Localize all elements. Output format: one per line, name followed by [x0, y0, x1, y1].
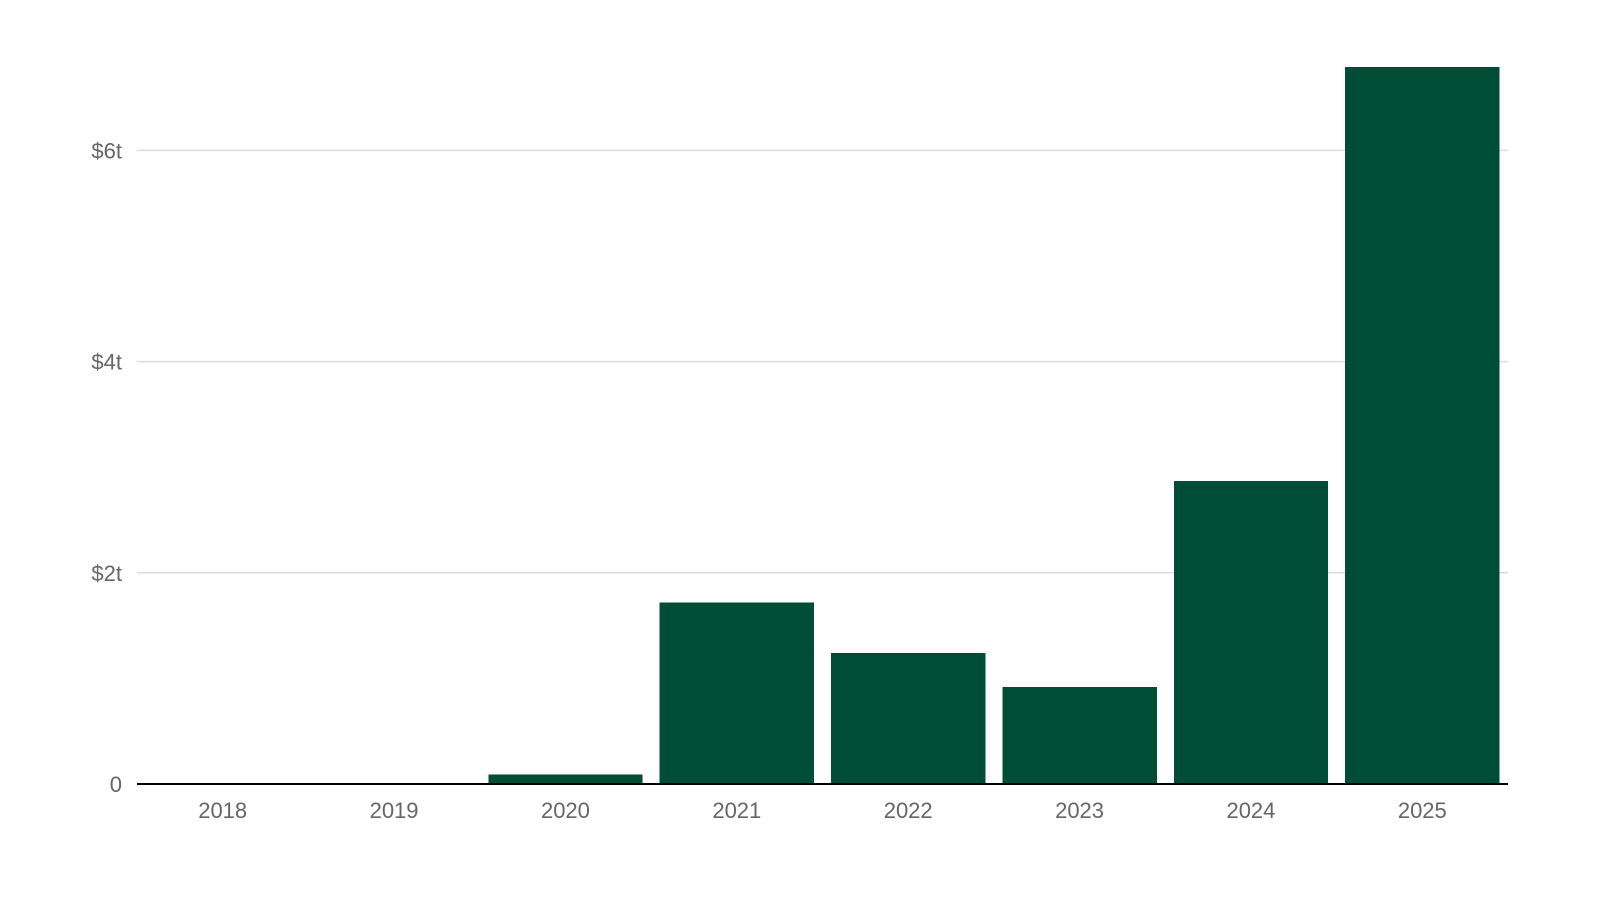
- x-tick-label: 2024: [1226, 798, 1275, 823]
- bars: [145, 66, 1500, 784]
- x-tick-label: 2022: [884, 798, 933, 823]
- bar-2025[interactable]: [1345, 66, 1500, 784]
- bar-2022[interactable]: [831, 653, 986, 784]
- y-tick-label: $2t: [91, 561, 122, 586]
- x-tick-label: 2021: [712, 798, 761, 823]
- bar-2021[interactable]: [659, 602, 814, 784]
- y-tick-label: $4t: [91, 350, 122, 375]
- bar-2023[interactable]: [1002, 686, 1157, 784]
- x-tick-label: 2025: [1398, 798, 1447, 823]
- x-tick-label: 2020: [541, 798, 590, 823]
- tick-labels: 0 $2t $4t $6t 2018 2019 2020 2021 2022 2023 2024 20…: [91, 138, 1446, 823]
- bar-2020[interactable]: [488, 774, 643, 784]
- x-tick-label: 2019: [370, 798, 419, 823]
- y-tick-label: $6t: [91, 138, 122, 163]
- x-tick-label: 2018: [198, 798, 247, 823]
- x-tick-label: 2023: [1055, 798, 1104, 823]
- bar-2024[interactable]: [1173, 480, 1329, 784]
- y-tick-label: 0: [110, 772, 122, 797]
